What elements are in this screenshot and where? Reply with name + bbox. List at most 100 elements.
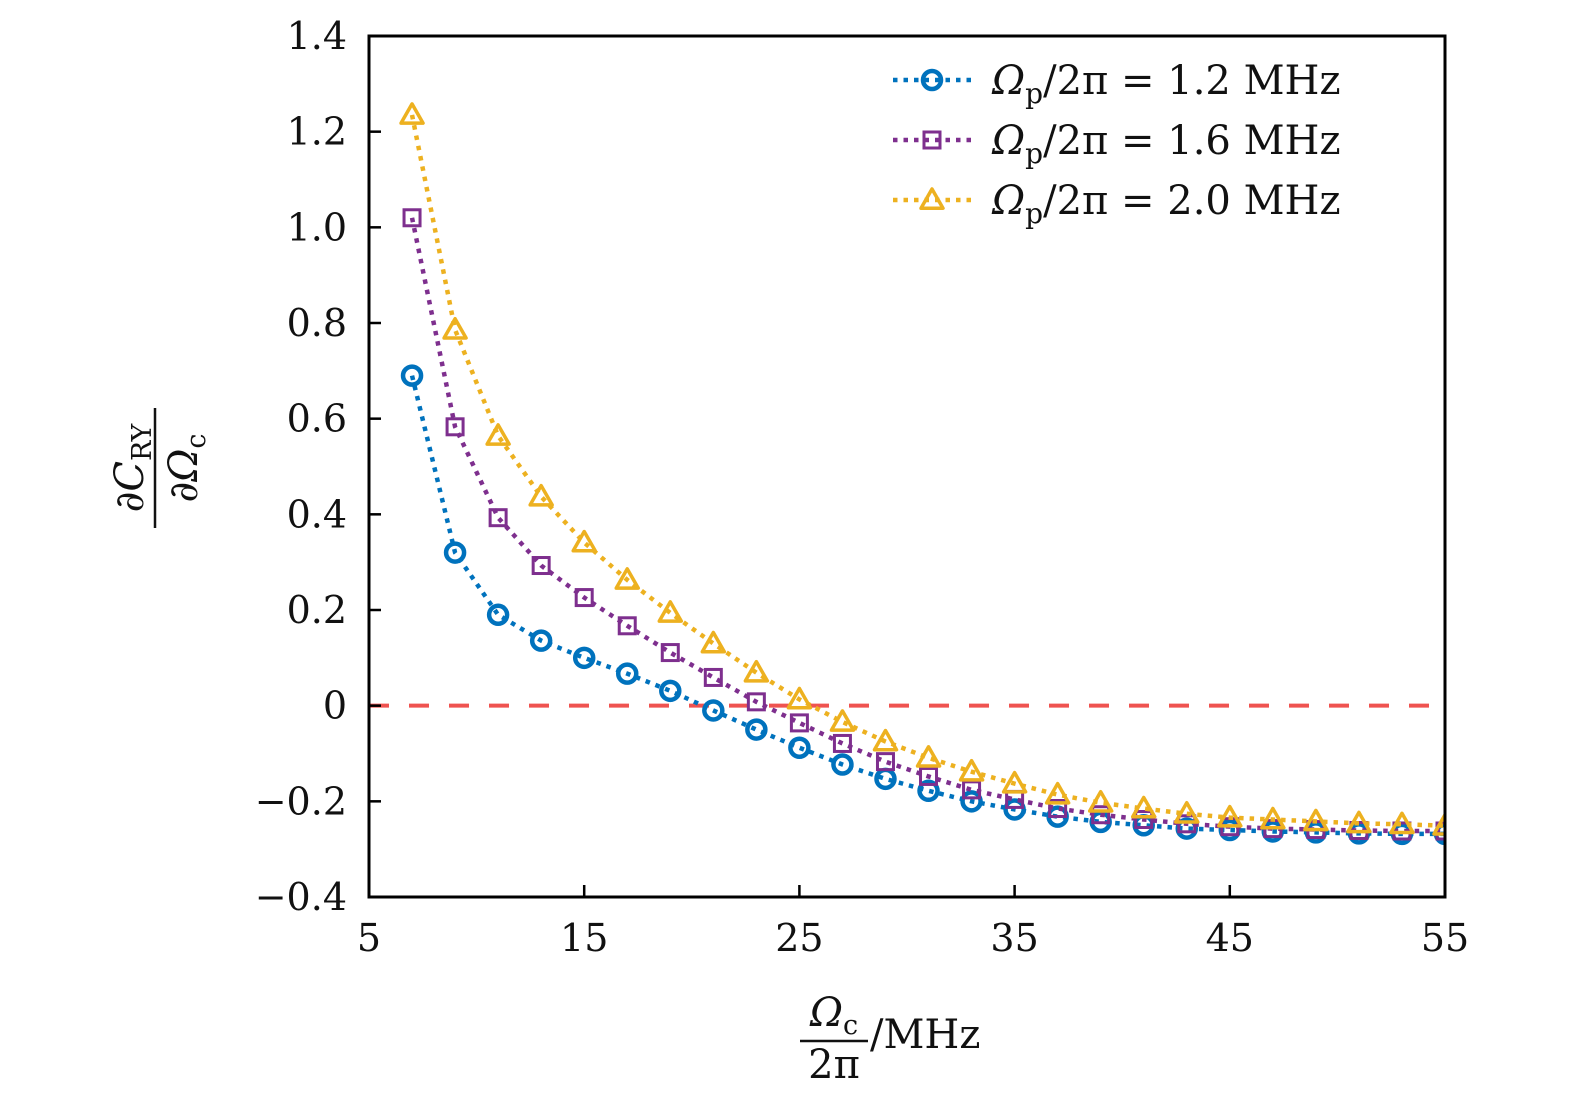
data-point-square bbox=[875, 752, 895, 772]
data-point-triangle bbox=[442, 316, 468, 340]
axes: −0.4 −0.2 0 0.2 0.4 0.6 0.8 1.0 1.2 1.4 5 15 25 35 45 5… bbox=[255, 14, 1469, 960]
data-point-square bbox=[1134, 810, 1154, 830]
y-label-den-symbol: Ω bbox=[161, 449, 207, 483]
data-point-triangle bbox=[399, 102, 425, 125]
data-point-square bbox=[962, 780, 982, 800]
y-tick-label: 1.4 bbox=[287, 14, 347, 58]
data-point-square bbox=[1048, 799, 1068, 819]
x-label-denominator: 2π bbox=[808, 1042, 860, 1088]
data-point-square bbox=[832, 733, 852, 753]
data-point-circle bbox=[788, 736, 811, 760]
y-tick-label: 0 bbox=[323, 684, 347, 728]
data-point-triangle bbox=[1260, 806, 1286, 830]
data-point-triangle bbox=[1001, 770, 1028, 794]
legend-marker-square bbox=[922, 130, 942, 150]
data-point-square bbox=[402, 208, 422, 228]
y-tick-label: −0.2 bbox=[255, 779, 347, 823]
legend-label: Ωp/2π = 1.2 MHz bbox=[991, 58, 1341, 110]
data-point-square bbox=[789, 713, 809, 733]
x-label-num-symbol: Ω bbox=[809, 990, 843, 1036]
data-point-triangle bbox=[528, 483, 554, 507]
data-point-triangle bbox=[786, 686, 813, 710]
data-point-triangle bbox=[915, 745, 942, 768]
svg-text:Ωc: Ωc bbox=[809, 990, 858, 1041]
series-square bbox=[402, 208, 1445, 841]
data-point-square bbox=[445, 417, 465, 437]
y-label-den-prefix: ∂ bbox=[161, 482, 207, 503]
y-tick-label: 0.8 bbox=[287, 301, 347, 345]
legend-marker-triangle bbox=[919, 187, 945, 210]
data-point-circle bbox=[529, 629, 553, 652]
svg-text:∂CRY: ∂CRY bbox=[107, 423, 158, 513]
data-point-circle bbox=[615, 662, 639, 685]
data-point-circle bbox=[486, 603, 510, 627]
data-point-triangle bbox=[1087, 790, 1114, 813]
axes-frame bbox=[367, 34, 1447, 899]
data-point-circle bbox=[659, 679, 682, 703]
series-line bbox=[409, 114, 1445, 828]
data-point-triangle bbox=[1130, 795, 1157, 819]
legend-marker-circle bbox=[920, 68, 944, 92]
data-point-triangle bbox=[743, 659, 770, 683]
data-point-square bbox=[746, 692, 766, 712]
y-label-num-subscript: RY bbox=[127, 423, 158, 461]
data-point-square bbox=[703, 667, 723, 687]
y-tick-label: −0.4 bbox=[255, 875, 347, 919]
legend-item: Ωp/2π = 2.0 MHz bbox=[893, 178, 1341, 230]
data-point-circle bbox=[960, 790, 983, 813]
x-tick-label: 25 bbox=[775, 916, 823, 960]
legend-item: Ωp/2π = 1.2 MHz bbox=[893, 58, 1341, 110]
legend: Ωp/2π = 1.2 MHz Ωp/2π = 1.6 MHz Ωp/2π = 2.… bbox=[893, 58, 1341, 230]
data-point-circle bbox=[1003, 798, 1026, 821]
data-point-triangle bbox=[872, 728, 899, 752]
data-point-square bbox=[574, 588, 594, 608]
y-label-num-prefix: ∂ bbox=[107, 492, 153, 513]
data-point-circle bbox=[745, 718, 768, 741]
y-tick-label: 1.2 bbox=[287, 110, 347, 154]
legend-item: Ωp/2π = 1.6 MHz bbox=[893, 118, 1341, 170]
x-tick-label: 35 bbox=[990, 916, 1038, 960]
y-label-den-subscript: c bbox=[181, 434, 212, 449]
x-tick-label: 55 bbox=[1421, 916, 1469, 960]
data-point-triangle bbox=[1389, 811, 1415, 835]
x-axis-label: Ωc 2π /MHz bbox=[800, 990, 980, 1088]
data-point-triangle bbox=[1432, 812, 1445, 836]
data-point-triangle bbox=[829, 709, 856, 732]
data-point-triangle bbox=[1346, 810, 1372, 834]
series-line bbox=[409, 375, 1445, 837]
data-point-triangle bbox=[1044, 781, 1071, 805]
y-tick-label: 1.0 bbox=[287, 205, 347, 249]
svg-text:∂Ωc: ∂Ωc bbox=[161, 434, 212, 503]
y-axis-label: ∂CRY ∂Ωc bbox=[107, 408, 212, 528]
legend-label: Ωp/2π = 2.0 MHz bbox=[991, 178, 1341, 230]
y-tick-label: 0.6 bbox=[287, 397, 347, 441]
data-point-square bbox=[1091, 805, 1111, 825]
series-circle bbox=[400, 364, 1445, 846]
data-point-circle bbox=[572, 646, 596, 670]
series-triangle bbox=[399, 102, 1445, 836]
data-point-triangle bbox=[1217, 804, 1243, 828]
legend-label: Ωp/2π = 1.6 MHz bbox=[991, 118, 1341, 170]
plot-area bbox=[369, 102, 1445, 846]
data-point-triangle bbox=[1303, 808, 1329, 832]
x-tick-label: 15 bbox=[560, 916, 608, 960]
series-line bbox=[409, 217, 1445, 834]
y-tick-label: 0.2 bbox=[287, 588, 347, 632]
data-point-triangle bbox=[1174, 801, 1200, 824]
data-point-square bbox=[488, 508, 508, 528]
data-point-triangle bbox=[571, 529, 597, 553]
plot-content bbox=[369, 102, 1445, 846]
data-point-square bbox=[617, 616, 637, 636]
x-label-unit: /MHz bbox=[870, 1012, 980, 1058]
data-point-circle bbox=[400, 364, 424, 387]
y-tick-label: 0.4 bbox=[287, 492, 347, 536]
data-point-triangle bbox=[614, 567, 640, 590]
data-point-circle bbox=[917, 779, 940, 803]
data-point-circle bbox=[443, 541, 467, 564]
x-tick-label: 45 bbox=[1206, 916, 1254, 960]
data-point-square bbox=[660, 643, 680, 663]
x-label-num-subscript: c bbox=[843, 1010, 858, 1041]
data-point-triangle bbox=[958, 758, 985, 782]
data-point-square bbox=[531, 556, 551, 576]
